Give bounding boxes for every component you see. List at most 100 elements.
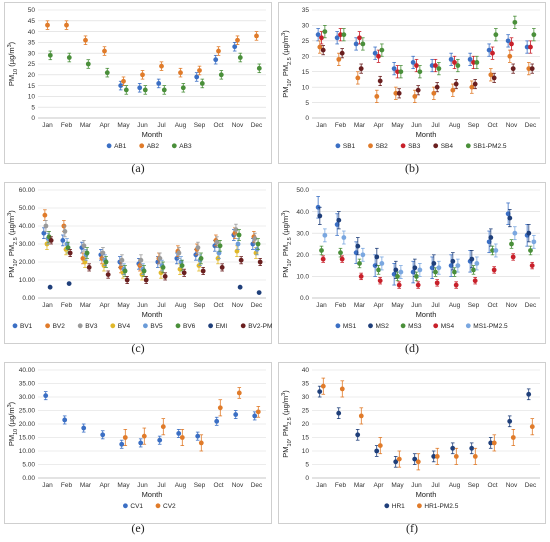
legend-label: BV1	[20, 323, 33, 330]
y-tick-label: 35	[28, 40, 36, 47]
panel-f: 0 5 10 15 20 25 30 35 40 Jan Feb Mar Apr May Jun Jul Aug…	[278, 362, 546, 540]
data-point	[102, 48, 107, 54]
data-point	[355, 432, 361, 438]
data-point	[232, 44, 238, 50]
series-ms1	[315, 196, 530, 286]
data-point	[358, 66, 364, 72]
data-point	[417, 267, 423, 273]
x-tick-label: Aug	[175, 122, 187, 129]
x-tick-label: Sep	[468, 482, 480, 489]
data-point	[213, 57, 219, 63]
data-point	[429, 265, 435, 271]
legend-swatch	[45, 323, 50, 329]
x-tick-label: Jun	[137, 122, 148, 129]
data-point	[431, 90, 437, 96]
data-point	[217, 243, 223, 249]
x-tick-label: Nov	[506, 482, 518, 489]
data-point	[42, 212, 48, 218]
data-point	[434, 84, 440, 90]
x-tick-label: Sep	[468, 122, 480, 129]
x-axis-title: Month	[142, 310, 163, 319]
x-tick-label: Oct	[213, 122, 223, 129]
data-point	[252, 236, 258, 241]
x-tick-label: Nov	[232, 482, 244, 489]
chart-f: 0 5 10 15 20 25 30 35 40 Jan Feb Mar Apr May Jun Jul Aug…	[278, 362, 546, 524]
data-point	[355, 243, 361, 249]
panel-label-b: (b)	[405, 161, 419, 175]
y-tick-label: 30	[302, 23, 310, 30]
data-point	[377, 278, 383, 284]
x-tick-label: Dec	[251, 122, 263, 129]
x-tick-label: Oct	[213, 302, 223, 309]
y-tick-label: 25	[302, 408, 310, 415]
data-point	[376, 53, 381, 59]
x-axis-title: Month	[142, 130, 163, 139]
data-point	[474, 261, 480, 266]
y-tick-label: 25.00	[19, 408, 36, 415]
data-point	[105, 272, 111, 277]
data-point	[472, 454, 478, 459]
panel-label-f: (f)	[406, 521, 418, 535]
series-hr1	[317, 385, 532, 468]
data-point	[83, 37, 88, 43]
y-axis-title: PM10 (µg/m3)	[7, 401, 19, 446]
data-point	[412, 94, 418, 99]
series-bv3	[43, 220, 258, 266]
data-point	[507, 418, 513, 424]
legend-label: EMI	[216, 323, 228, 330]
x-tick-label: Jan	[316, 122, 327, 129]
x-tick-label: Apr	[373, 482, 384, 489]
data-point	[124, 277, 130, 283]
x-tick-label: Jan	[42, 302, 53, 309]
data-point	[412, 265, 418, 271]
data-point	[137, 85, 143, 91]
chart-d: 0.0 10.0 20.0 30.0 40.0 50.0 Jan Feb Mar Apr May Ju…	[278, 182, 546, 344]
data-point	[181, 270, 187, 276]
data-point	[486, 47, 492, 53]
data-point	[415, 459, 421, 465]
data-point	[493, 32, 499, 38]
x-tick-label: Jul	[157, 122, 166, 129]
data-point	[214, 239, 220, 245]
data-point	[123, 87, 129, 93]
data-point	[65, 245, 71, 250]
legend-swatch	[175, 323, 181, 329]
x-tick-label: May	[391, 302, 404, 309]
y-tick-label: 10.0	[296, 274, 309, 281]
data-point	[255, 241, 261, 247]
data-point	[100, 250, 106, 256]
data-point	[48, 238, 54, 243]
legend-swatch	[12, 323, 18, 329]
legend-label: MS4	[441, 323, 455, 330]
data-point	[250, 241, 256, 247]
x-tick-label: Dec	[251, 482, 263, 489]
data-point	[121, 78, 126, 84]
series-sb1-pm2-5	[322, 15, 537, 79]
data-point	[238, 257, 244, 263]
y-axis-title: PM10, PM2.5 (µg/m3)	[7, 210, 19, 278]
data-point	[396, 456, 402, 462]
data-point	[355, 75, 361, 81]
x-tick-label: Mar	[80, 122, 92, 129]
data-point	[372, 50, 378, 56]
data-point	[452, 60, 457, 65]
data-point	[119, 441, 125, 447]
data-point	[526, 66, 532, 72]
y-tick-label: 20.0	[296, 252, 309, 259]
data-point	[414, 63, 419, 68]
data-point	[138, 440, 144, 446]
data-point	[80, 256, 86, 261]
data-point	[100, 432, 106, 438]
data-point	[490, 248, 495, 253]
chart-a: 0 5 10 15 20 25 30 35 40 45 50 Jan Feb Mar Apr May Jun Ju…	[4, 2, 272, 164]
x-tick-label: Aug	[449, 482, 461, 489]
chart-frame	[278, 182, 546, 344]
x-tick-label: Oct	[487, 482, 497, 489]
x-tick-label: Jun	[137, 482, 148, 489]
data-point	[156, 81, 162, 86]
data-point	[472, 81, 478, 87]
panel-c: 0.00 10.00 20.00 30.00 40.00 50.00 60.00 Jan Feb…	[4, 182, 272, 360]
y-tick-label: 5	[31, 104, 35, 111]
legend-label: SB3	[408, 143, 421, 150]
x-tick-label: Apr	[99, 482, 110, 489]
